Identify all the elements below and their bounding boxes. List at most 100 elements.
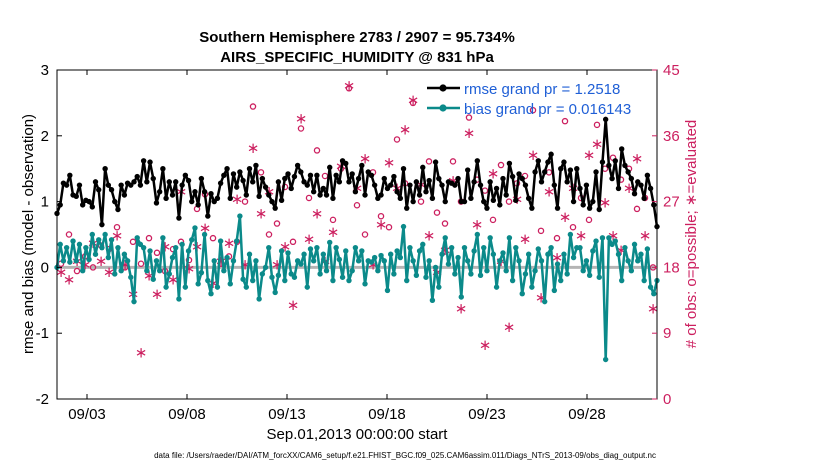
rmse-point [224, 166, 230, 172]
obs-possible-point [409, 99, 417, 107]
rmse-point [233, 184, 240, 190]
x-axis-label: Sep.01,2013 00:00:00 start [267, 426, 449, 443]
rmse-point [349, 171, 355, 177]
obs-evaluated-point: ∗ [591, 135, 604, 153]
rmse-point [471, 179, 477, 185]
obs-possible-point [313, 147, 321, 154]
rmse-point [455, 175, 461, 182]
obs-possible-point [257, 169, 265, 176]
bias-point [641, 277, 647, 284]
rmse-series [54, 116, 660, 230]
rmse-point [615, 185, 622, 192]
rmse-point [201, 189, 208, 195]
bias-point [278, 248, 285, 254]
bias-point [548, 244, 554, 251]
obs-evaluated-point: ∗ [631, 150, 644, 168]
obs-evaluated-point: ∗ [583, 146, 596, 164]
bias-point [612, 238, 618, 244]
bias-point [156, 267, 163, 274]
y-left-tick-label: 0 [41, 259, 49, 276]
rmse-point [651, 202, 657, 208]
rmse-point [79, 202, 86, 208]
bias-point [182, 284, 189, 290]
bias-point [522, 271, 529, 277]
obs-possible-point [289, 238, 297, 246]
bias-point [144, 267, 150, 274]
rmse-point [474, 158, 481, 164]
bias-point [468, 271, 474, 277]
bias-point [217, 238, 224, 244]
bias-point [92, 251, 99, 257]
bias-point [564, 271, 570, 277]
rmse-point [310, 189, 317, 195]
rmse-point [343, 160, 349, 167]
rmse-point [535, 158, 541, 164]
rmse-point [102, 166, 108, 172]
rmse-point [362, 192, 368, 198]
bias-point [176, 296, 182, 302]
obs-possible-point [241, 198, 249, 205]
bias-point [513, 244, 519, 251]
bias-point [70, 238, 76, 244]
chart-title-line1: Southern Hemisphere 2783 / 2907 = 95.734… [199, 29, 515, 46]
bias-point [542, 298, 548, 305]
rmse-point [121, 192, 128, 198]
rmse-point [227, 195, 233, 202]
obs-evaluated-point: ∗ [103, 263, 116, 281]
y-right-tick-label: 0 [663, 391, 671, 408]
rmse-point [160, 166, 166, 172]
obs-evaluated-point: ∗ [503, 318, 516, 336]
bias-point [336, 256, 343, 263]
bias-point [644, 246, 651, 252]
rmse-point [278, 197, 285, 203]
rmse-point [442, 198, 448, 205]
bias-point [490, 251, 497, 257]
rmse-point [346, 179, 352, 185]
rmse-point [407, 182, 413, 188]
rmse-point [256, 193, 262, 200]
rmse-point [381, 175, 387, 182]
bias-point [304, 284, 310, 290]
bias-point [317, 271, 323, 277]
obs-possible-point [137, 260, 145, 267]
bias-point [96, 237, 102, 243]
obs-evaluated-point: ∗ [295, 110, 308, 128]
bias-point [83, 244, 89, 251]
rmse-point [397, 195, 404, 202]
rmse-point [156, 189, 163, 195]
rmse-point [487, 179, 493, 185]
rmse-point [554, 205, 561, 211]
bias-point [214, 284, 221, 290]
x-tick-label: 09/03 [68, 406, 106, 423]
rmse-point [612, 158, 618, 164]
obs-possible-point [353, 202, 361, 209]
obs-possible-point [73, 267, 81, 275]
rmse-point [577, 185, 583, 192]
rmse-point [558, 166, 564, 172]
bias-point [140, 244, 147, 251]
obs-evaluated-point: ∗ [311, 205, 324, 223]
obs-evaluated-point: ∗ [303, 230, 316, 248]
bias-point [529, 284, 535, 290]
y-right-tick-label: 18 [663, 259, 680, 276]
obs-evaluated-point: ∗ [639, 227, 652, 245]
bias-point [343, 248, 349, 254]
rmse-point [105, 182, 112, 188]
bias-point [60, 258, 67, 264]
rmse-point [246, 166, 253, 172]
rmse-point [647, 185, 654, 192]
rmse-point [115, 206, 121, 213]
rmse-point [237, 169, 243, 175]
bias-point [259, 271, 266, 277]
rmse-point [432, 159, 439, 165]
bias-point [112, 271, 118, 277]
obs-possible-point [113, 223, 121, 231]
bias-point [519, 291, 525, 297]
rmse-point [567, 167, 574, 173]
rmse-point [118, 182, 124, 188]
bias-point [179, 241, 185, 248]
rmse-point [583, 182, 590, 188]
bias-point [134, 235, 140, 241]
obs-evaluated-point: ∗ [135, 343, 148, 361]
rmse-point [529, 205, 535, 211]
